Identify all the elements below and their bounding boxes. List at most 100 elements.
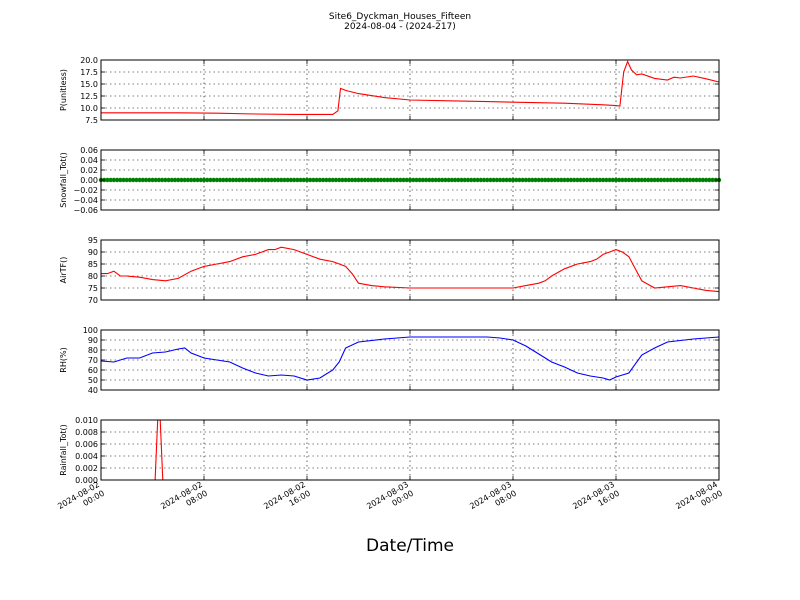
y-tick-label: −0.04 [73, 196, 98, 205]
snowfall-point [610, 177, 615, 183]
y-axis-label: RH(%) [59, 347, 68, 372]
snowfall-point [658, 177, 664, 183]
snowfall-point [446, 177, 451, 183]
y-tick-label: −0.02 [73, 186, 98, 195]
snowfall-point [311, 177, 316, 183]
snowfall-point [272, 177, 278, 183]
snowfall-point [475, 177, 480, 183]
snowfall-point [652, 177, 657, 183]
snowfall-point [665, 177, 670, 183]
snowfall-point [555, 177, 561, 183]
snowfall-point [266, 177, 271, 183]
snowfall-point [452, 177, 458, 183]
x-axis-tick-labels: 2024-08-0200:00 2024-08-0208:00 2024-08-02… [56, 480, 724, 520]
snowfall-point [420, 177, 426, 183]
snowfall-point [678, 177, 683, 183]
snowfall-point [166, 177, 171, 183]
snowfall-point [533, 177, 538, 183]
chart-panels: 7.510.012.515.017.520.0P(unitless)−0.06−… [59, 56, 722, 485]
snowfall-point [324, 177, 329, 183]
snowfall-point [327, 177, 332, 183]
snowfall-point [365, 177, 371, 183]
snowfall-point [382, 177, 387, 183]
snowfall-point [468, 177, 474, 183]
snowfall-point [127, 177, 133, 183]
y-tick-label: 50 [88, 376, 98, 385]
snowfall-point [314, 177, 319, 183]
snowfall-point [179, 177, 184, 183]
snowfall-point [279, 177, 284, 183]
y-tick-label: 40 [88, 386, 98, 395]
x-tick-label: 2024-08-0216:00 [262, 480, 312, 520]
snowfall-point [571, 177, 577, 183]
y-tick-label: 0.008 [75, 428, 98, 437]
snowfall-point [134, 177, 139, 183]
snowfall-point [485, 177, 490, 183]
snowfall-point [140, 177, 146, 183]
snowfall-point [494, 177, 500, 183]
snowfall-point [623, 177, 628, 183]
snowfall-point [681, 177, 686, 183]
panel-3: 70 75 80 85 90 95 AirTF() [59, 236, 720, 305]
snowfall-point [562, 177, 567, 183]
y-tick-label: 0.00 [80, 176, 98, 185]
snowfall-point [353, 177, 358, 183]
snowfall-point [407, 177, 413, 183]
y-tick-label: 0.002 [75, 464, 98, 473]
snowfall-point [552, 177, 558, 183]
snowfall-point [649, 177, 654, 183]
snowfall-point [642, 177, 648, 183]
snowfall-point [375, 177, 381, 183]
snowfall-point [227, 177, 232, 183]
snowfall-point [343, 177, 348, 183]
snowfall-point [411, 177, 416, 183]
y-tick-label: 70 [88, 356, 98, 365]
y-tick-label: 70 [88, 296, 98, 305]
snowfall-point [111, 177, 117, 183]
snowfall-point [710, 177, 715, 183]
snowfall-point [340, 177, 345, 183]
snowfall-point [700, 177, 706, 183]
snowfall-point [198, 177, 203, 183]
snowfall-point [237, 177, 242, 183]
snowfall-point [317, 177, 323, 183]
snowfall-point [591, 177, 596, 183]
snowfall-point [604, 177, 609, 183]
snowfall-point [497, 177, 503, 183]
snowfall-point [108, 177, 113, 183]
snowfall-point [130, 177, 136, 183]
snowfall-point [394, 177, 400, 183]
snowfall-point [488, 177, 493, 183]
snowfall-point [349, 177, 355, 183]
snowfall-point [501, 177, 506, 183]
snowfall-point [478, 177, 484, 183]
snowfall-point [584, 177, 590, 183]
snowfall-point [465, 177, 471, 183]
y-tick-label: 20.0 [80, 56, 98, 65]
snowfall-point [163, 177, 168, 183]
y-tick-label: 95 [88, 236, 98, 245]
snowfall-point [697, 177, 702, 183]
snowfall-point [330, 177, 335, 183]
y-axis-label: Snowfall_Tot() [59, 152, 68, 208]
snowfall-point [253, 177, 258, 183]
y-axis-label: AirTF() [59, 257, 68, 284]
snowfall-point [459, 177, 464, 183]
y-tick-label: 10.0 [80, 104, 98, 113]
snowfall-point [530, 177, 535, 183]
snowfall-point [645, 177, 651, 183]
snowfall-point [356, 177, 361, 183]
y-tick-label: 85 [88, 260, 98, 269]
snowfall-point [143, 177, 149, 183]
snowfall-point [526, 177, 532, 183]
figure-title: Site6_Dyckman_Houses_Fifteen [329, 12, 471, 22]
y-tick-label: 80 [88, 272, 98, 281]
snowfall-point [262, 177, 268, 183]
snowfall-point [269, 177, 274, 183]
figure-subtitle: 2024-08-04 - (2024-217) [344, 22, 456, 32]
y-tick-label: 90 [88, 248, 98, 257]
snowfall-point [578, 177, 583, 183]
snowfall-point [169, 177, 175, 183]
snowfall-point [285, 177, 290, 183]
